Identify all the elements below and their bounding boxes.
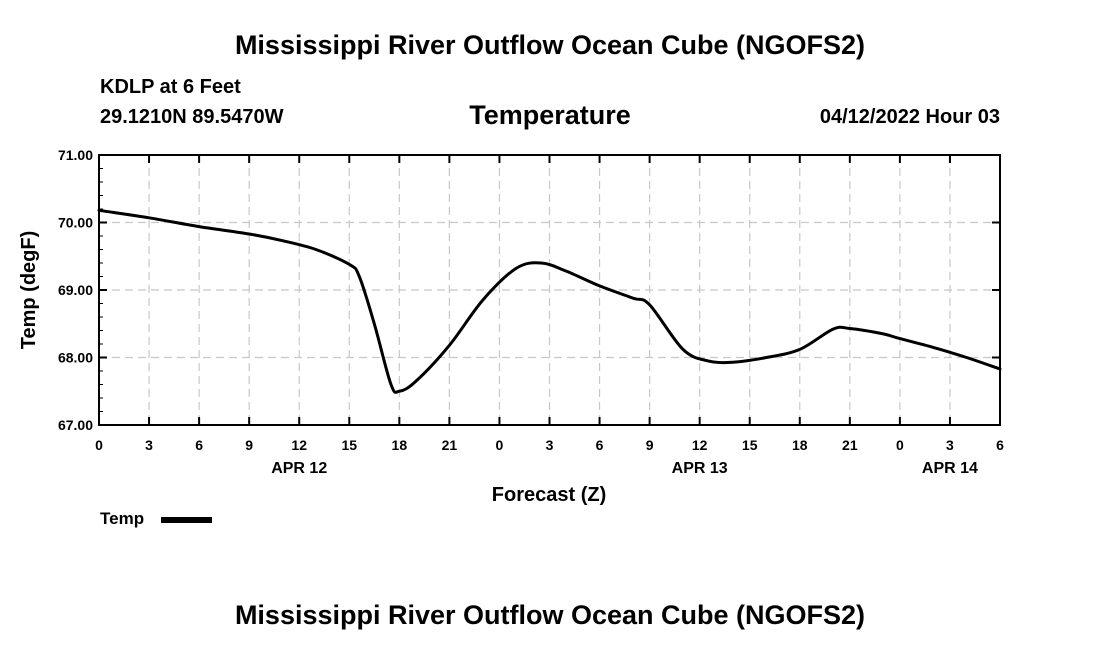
date-label: APR 14 [922, 460, 978, 477]
forecast-datetime: 04/12/2022 Hour 03 [819, 106, 1000, 128]
x-tick-label: 0 [95, 437, 103, 453]
station-coords: 29.1210N 89.5470W [100, 106, 284, 128]
legend-label: Temp [100, 509, 145, 528]
x-tick-label: 15 [341, 437, 357, 453]
x-tick-label: 6 [195, 437, 203, 453]
label-layer: 0 3 6 9 12 15 18 21 0 3 6 9 12 15 18 21 0 3 6 67.00 68.00 69.… [58, 147, 1004, 477]
x-tick-label: 3 [946, 437, 954, 453]
chart-title: Temperature [469, 100, 631, 130]
x-tick-label: 12 [692, 437, 708, 453]
tick-layer [98, 154, 1001, 426]
y-tick-label: 68.00 [58, 350, 93, 366]
x-tick-label: 21 [842, 437, 858, 453]
x-tick-label: 6 [996, 437, 1004, 453]
y-tick-label: 71.00 [58, 147, 93, 163]
temp-series-line [97, 208, 1002, 394]
x-tick-label: 3 [546, 437, 554, 453]
x-tick-label: 15 [742, 437, 758, 453]
x-tick-label: 9 [646, 437, 654, 453]
x-tick-label: 12 [291, 437, 307, 453]
legend-swatch [161, 517, 212, 523]
x-tick-label: 0 [896, 437, 904, 453]
x-tick-label: 0 [496, 437, 504, 453]
x-tick-label: 18 [392, 437, 408, 453]
footer-title: Mississippi River Outflow Ocean Cube (NG… [234, 600, 866, 630]
main-title: Mississippi River Outflow Ocean Cube (NG… [234, 30, 866, 60]
y-tick-label: 67.00 [58, 417, 93, 433]
x-tick-label: 6 [596, 437, 604, 453]
x-tick-label: 18 [792, 437, 808, 453]
y-tick-label: 70.00 [58, 215, 93, 231]
x-tick-label: 21 [442, 437, 458, 453]
grid-layer [99, 154, 1000, 425]
y-axis-label: Temp (degF) [18, 231, 40, 350]
x-tick-label: 9 [245, 437, 253, 453]
station-label: KDLP at 6 Feet [100, 76, 241, 98]
date-label: APR 12 [271, 460, 327, 477]
y-tick-label: 69.00 [58, 282, 93, 298]
x-axis-label: Forecast (Z) [492, 484, 606, 506]
date-label: APR 13 [672, 460, 728, 477]
x-tick-label: 3 [145, 437, 153, 453]
